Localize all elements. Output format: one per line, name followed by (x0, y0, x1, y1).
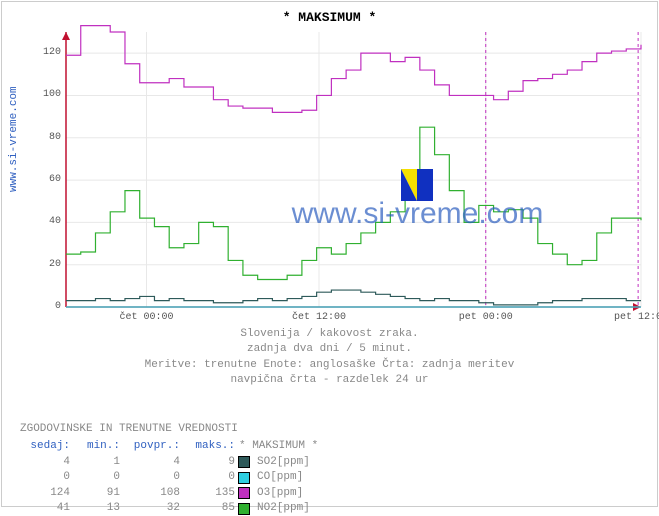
table-cell-maks: 0 (180, 470, 235, 485)
x-tick-label: čet 00:00 (107, 312, 187, 323)
chart-title: * MAKSIMUM * (2, 2, 657, 25)
y-tick-label: 60 (21, 174, 61, 185)
stats-table: ZGODOVINSKE IN TRENUTNE VREDNOSTI sedaj:… (20, 422, 338, 516)
table-cell-maks: 135 (180, 486, 235, 501)
table-cell-sedaj: 0 (20, 470, 70, 485)
y-axis-label: www.si-vreme.com (8, 86, 20, 192)
legend-label: O3[ppm] (253, 486, 338, 501)
table-right-title: * MAKSIMUM * (235, 439, 338, 454)
plot-svg (66, 32, 641, 307)
table-cell-min: 91 (70, 486, 120, 501)
plot-area: 020406080100120 čet 00:00čet 12:00pet 00… (66, 32, 641, 307)
table-heading: ZGODOVINSKE IN TRENUTNE VREDNOSTI (20, 422, 338, 437)
y-tick-label: 80 (21, 132, 61, 143)
table-col-header: min.: (70, 439, 120, 454)
table-cell-povpr: 4 (120, 455, 180, 470)
table-cell-min: 0 (70, 470, 120, 485)
ylabel-link[interactable]: www.si-vreme.com (8, 86, 20, 192)
caption-line: zadnja dva dni / 5 minut. (2, 342, 657, 357)
legend-label: SO2[ppm] (253, 455, 338, 470)
x-tick-label: pet 00:00 (446, 312, 526, 323)
y-tick-label: 100 (21, 89, 61, 100)
table-col-header: maks.: (180, 439, 235, 454)
table-cell-povpr: 0 (120, 470, 180, 485)
y-tick-label: 0 (21, 301, 61, 312)
table-cell-povpr: 32 (120, 501, 180, 516)
table-col-header: povpr.: (120, 439, 180, 454)
legend-swatch (238, 487, 250, 499)
caption-line: navpična črta - razdelek 24 ur (2, 373, 657, 388)
y-tick-label: 40 (21, 216, 61, 227)
legend-swatch (238, 503, 250, 515)
x-tick-label: pet 12:00 (601, 312, 659, 323)
table-cell-min: 1 (70, 455, 120, 470)
table-cell-sedaj: 4 (20, 455, 70, 470)
legend-label: CO[ppm] (253, 470, 338, 485)
legend-label: NO2[ppm] (253, 501, 338, 516)
caption-line: Meritve: trenutne Enote: anglosaške Črta… (2, 358, 657, 373)
legend-swatch (238, 472, 250, 484)
y-tick-label: 20 (21, 259, 61, 270)
table-cell-sedaj: 41 (20, 501, 70, 516)
table-cell-maks: 9 (180, 455, 235, 470)
y-tick-label: 120 (21, 47, 61, 58)
table-cell-povpr: 108 (120, 486, 180, 501)
table-cell-min: 13 (70, 501, 120, 516)
caption-line: Slovenija / kakovost zraka. (2, 327, 657, 342)
chart-frame: * MAKSIMUM * www.si-vreme.com 0204060801… (1, 1, 658, 507)
caption-block: Slovenija / kakovost zraka. zadnja dva d… (2, 327, 657, 389)
table-col-header: sedaj: (20, 439, 70, 454)
table-cell-sedaj: 124 (20, 486, 70, 501)
legend-swatch (238, 456, 250, 468)
x-tick-label: čet 12:00 (279, 312, 359, 323)
table-cell-maks: 85 (180, 501, 235, 516)
